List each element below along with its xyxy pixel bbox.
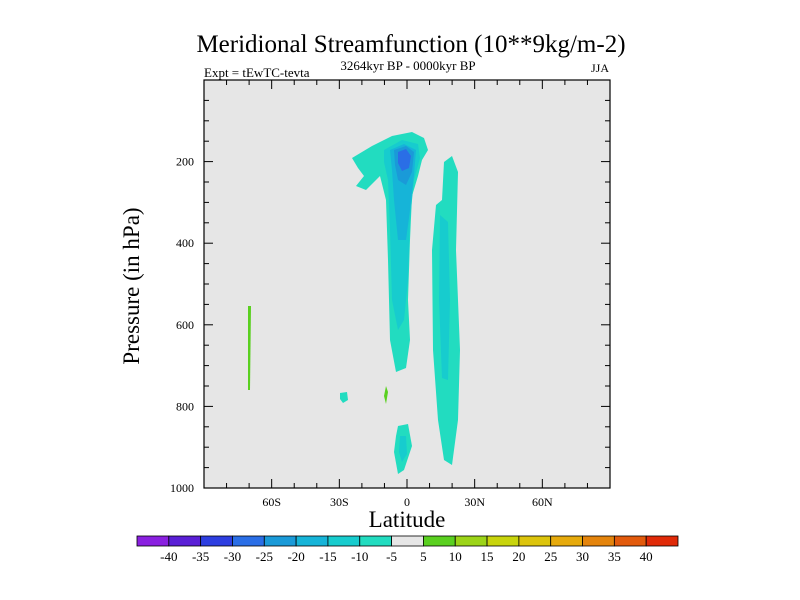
- x-axis-label: Latitude: [369, 507, 446, 532]
- colorbar-label: -25: [256, 549, 273, 564]
- north-column-core: [439, 215, 450, 380]
- colorbar-label: 10: [449, 549, 462, 564]
- x-tick-label: 60S: [262, 495, 281, 509]
- chart-subtitle-center: 3264kyr BP - 0000kyr BP: [340, 58, 475, 73]
- colorbar-swatch: [327, 535, 361, 547]
- colorbar-swatch: [200, 535, 233, 547]
- green-dot-10s: [384, 386, 388, 404]
- contour-fills: [248, 132, 460, 474]
- colorbar-label: 40: [640, 549, 653, 564]
- x-tick-label: 0: [404, 495, 410, 509]
- colorbar-label: -30: [224, 549, 241, 564]
- y-tick-label: 200: [176, 155, 194, 169]
- colorbar-swatch: [168, 535, 202, 547]
- chart-subtitle-left: Expt = tEwTC-tevta: [204, 65, 310, 80]
- colorbar-label: 5: [420, 549, 427, 564]
- colorbar: -40 -35 -30 -25 -20 -15 -10 -5 5 10 15 20 25 30 35 40: [136, 535, 679, 564]
- colorbar-label: 20: [512, 549, 525, 564]
- upper-cell-max: [398, 149, 411, 171]
- y-tick-label: 600: [176, 318, 194, 332]
- colorbar-swatch: [136, 535, 170, 547]
- colorbar-label: -40: [160, 549, 177, 564]
- colorbar-label: -35: [192, 549, 209, 564]
- colorbar-swatch: [391, 535, 424, 547]
- colorbar-label: 35: [608, 549, 621, 564]
- colorbar-swatch: [263, 535, 297, 547]
- colorbar-label: -15: [319, 549, 336, 564]
- colorbar-swatch: [232, 535, 265, 547]
- y-tick-label: 1000: [170, 481, 194, 495]
- x-tick-label: 30S: [330, 495, 349, 509]
- colorbar-swatch: [454, 535, 488, 547]
- colorbar-swatch: [518, 535, 552, 547]
- colorbar-swatch: [613, 535, 647, 547]
- colorbar-swatch: [486, 535, 520, 547]
- colorbar-swatch: [295, 535, 329, 547]
- colorbar-label: 30: [576, 549, 589, 564]
- x-axis: 60S 30S 0 30N 60N: [226, 80, 588, 509]
- colorbar-label: -5: [386, 549, 397, 564]
- small-blob-30s: [340, 392, 348, 403]
- colorbar-label: -20: [287, 549, 304, 564]
- chart-title: Meridional Streamfunction (10**9kg/m-2): [196, 31, 625, 58]
- x-tick-label: 30N: [464, 495, 485, 509]
- colorbar-label: -10: [351, 549, 368, 564]
- y-tick-label: 800: [176, 399, 194, 413]
- colorbar-swatch: [645, 535, 679, 547]
- colorbar-swatch: [582, 535, 615, 547]
- colorbar-swatch: [423, 535, 456, 547]
- y-axis: 200 400 600 800 1000: [170, 99, 610, 495]
- y-axis-label: Pressure (in hPa): [119, 207, 144, 364]
- colorbar-label: 15: [481, 549, 494, 564]
- colorbar-swatch: [550, 535, 583, 547]
- y-tick-label: 400: [176, 236, 194, 250]
- green-streak-70s: [248, 306, 251, 390]
- lower-blob-core: [399, 436, 407, 462]
- colorbar-label: 25: [544, 549, 557, 564]
- chart-subtitle-right: JJA: [591, 61, 609, 75]
- colorbar-swatch: [359, 535, 392, 547]
- x-tick-label: 60N: [532, 495, 553, 509]
